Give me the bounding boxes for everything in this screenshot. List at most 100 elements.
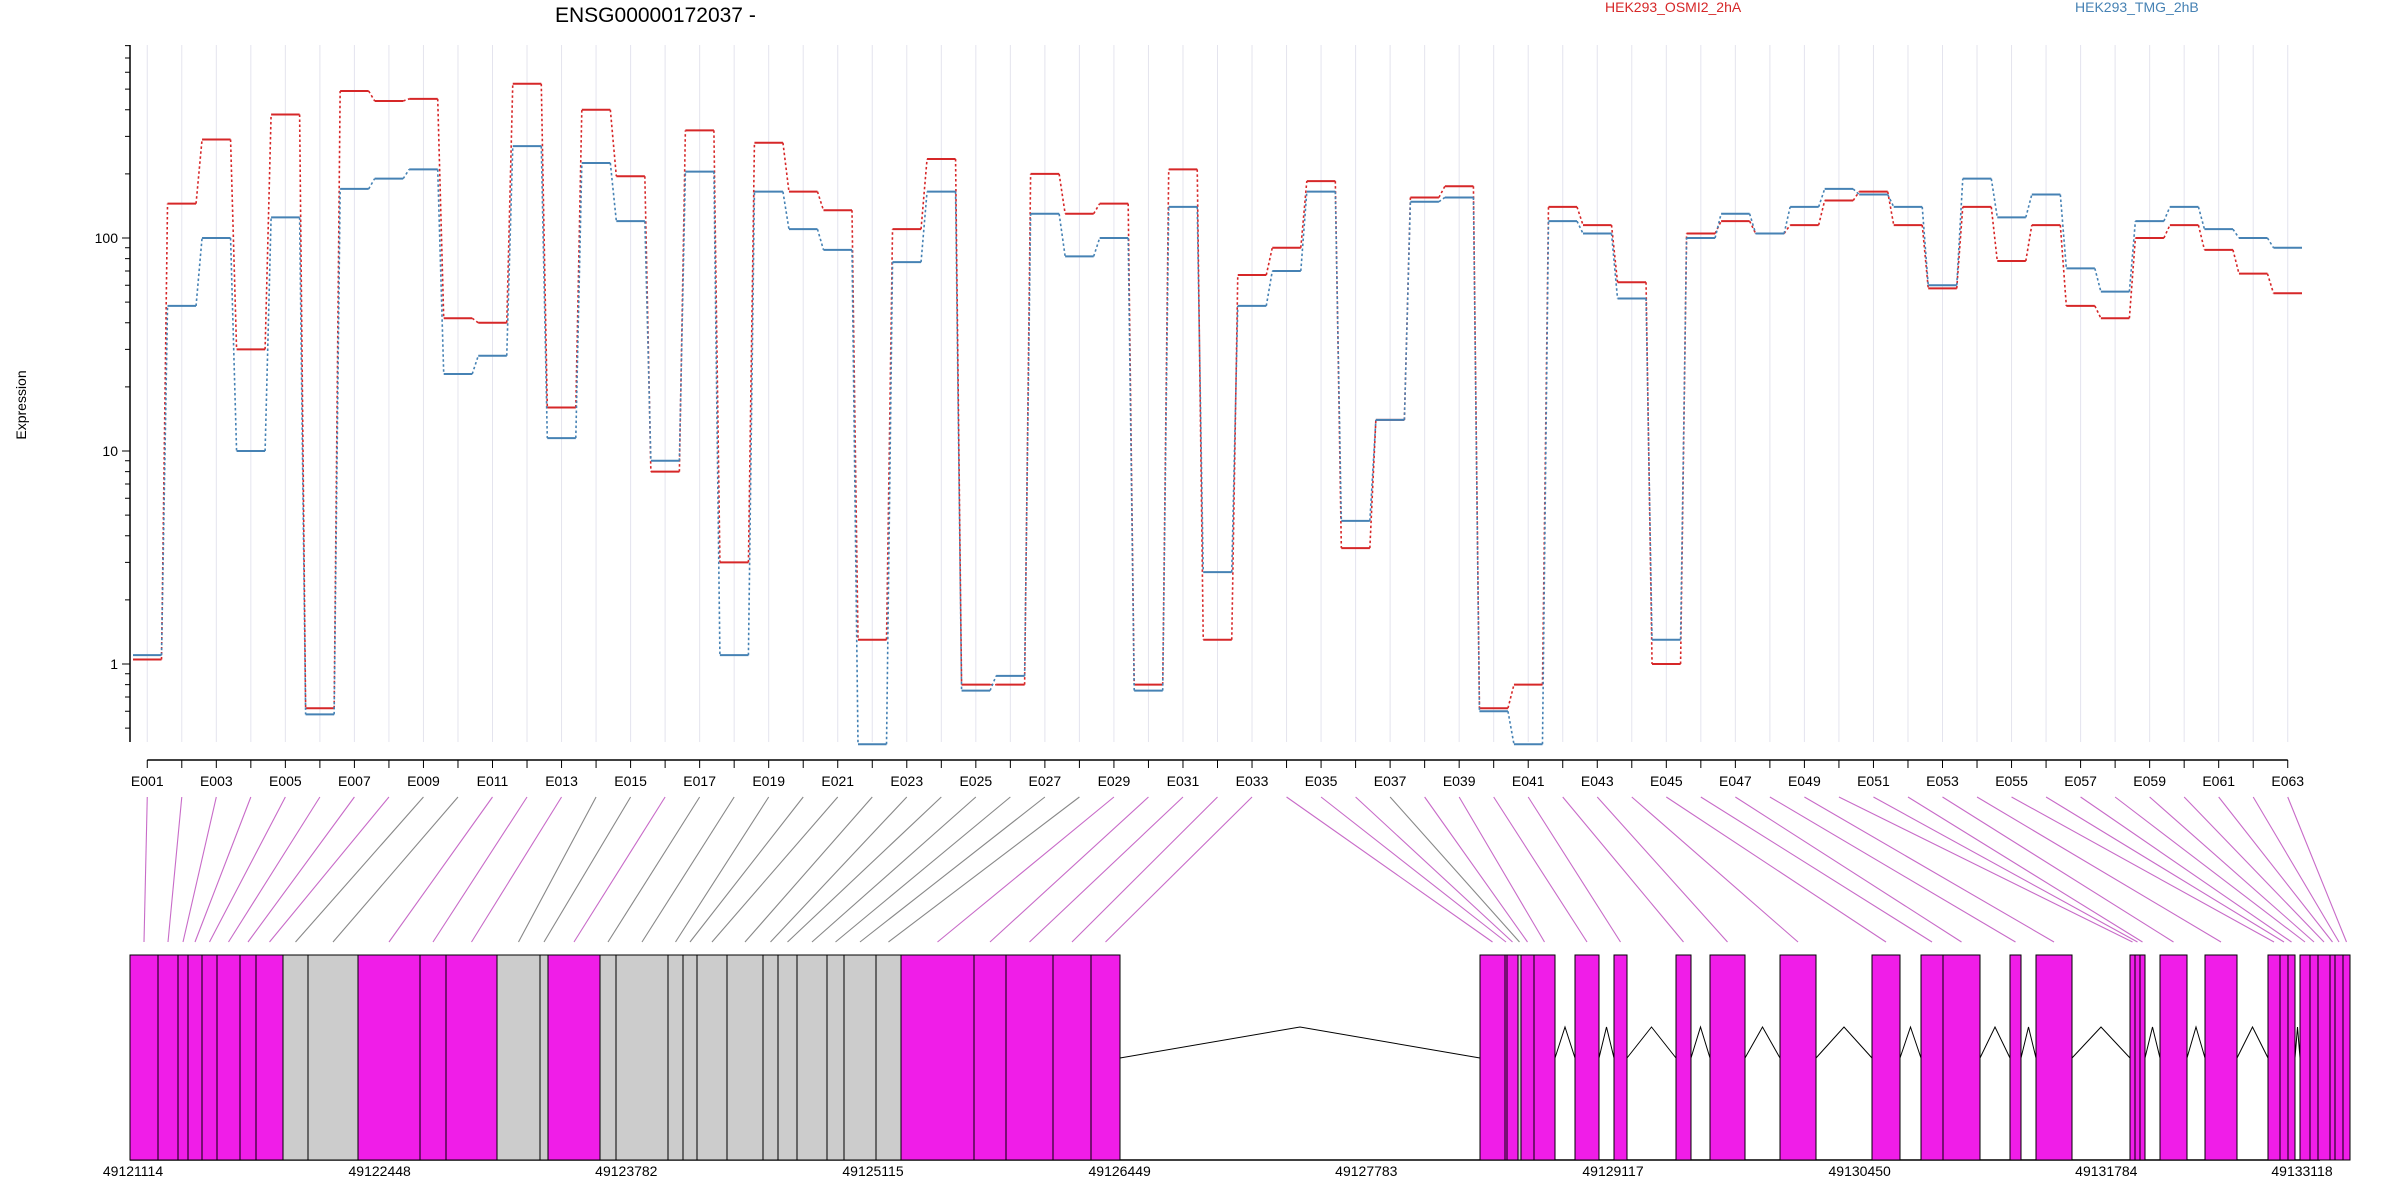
genomic-coordinate-axis: 49121114 49122448 49123782 49125115 49126449… bbox=[103, 1163, 2333, 1179]
connector-E041 bbox=[1527, 796, 1621, 943]
connector-E025 bbox=[811, 796, 977, 943]
riser-E027 bbox=[1058, 213, 1066, 257]
riser-E040 bbox=[1507, 711, 1515, 745]
connector-E034 bbox=[1286, 796, 1493, 943]
exon-box-E049 bbox=[2035, 954, 2073, 1161]
exon-box-E058 bbox=[2299, 954, 2311, 1161]
x-tick-label-E019: E019 bbox=[752, 773, 785, 789]
x-tick-label-E013: E013 bbox=[545, 773, 578, 789]
riser-E002 bbox=[195, 139, 203, 204]
intron-39 bbox=[1554, 1025, 1576, 1059]
genomic-coordinate-49125115: 49125115 bbox=[842, 1163, 903, 1179]
riser-E029 bbox=[1127, 237, 1135, 691]
connector-E052 bbox=[1907, 796, 2143, 943]
connector-E050 bbox=[1838, 796, 2133, 943]
connector-E026 bbox=[835, 796, 1011, 943]
riser-E008 bbox=[402, 168, 410, 180]
y-axis-label: Expression bbox=[13, 370, 29, 439]
connector-E039 bbox=[1458, 796, 1545, 943]
connector-E051 bbox=[1873, 796, 2138, 943]
connector-E027 bbox=[859, 796, 1046, 943]
legend-label-series-1: HEK293_OSMI2_2hA bbox=[1605, 0, 1742, 15]
exon-box-E005 bbox=[201, 954, 218, 1161]
exon-box-E006 bbox=[216, 954, 241, 1161]
exon-box-E019 bbox=[667, 954, 684, 1161]
x-tick-label-E033: E033 bbox=[1236, 773, 1269, 789]
riser-E009 bbox=[436, 169, 445, 374]
exon-box-E045 bbox=[1871, 954, 1901, 1161]
exon-box-E046 bbox=[1920, 954, 1944, 1161]
connector-E010 bbox=[332, 796, 459, 943]
riser-E060 bbox=[2197, 206, 2206, 230]
riser-E041 bbox=[1541, 221, 1550, 745]
exon-box-E022 bbox=[726, 954, 764, 1161]
riser-E027 bbox=[1058, 173, 1066, 214]
connector-E005 bbox=[209, 796, 286, 943]
connector-E009 bbox=[295, 796, 424, 943]
connector-E003 bbox=[182, 796, 217, 943]
riser-E040 bbox=[1507, 684, 1515, 709]
exon-box-E054 bbox=[2204, 954, 2238, 1161]
x-tick-label-E035: E035 bbox=[1305, 773, 1338, 789]
exon-box-E034 bbox=[1479, 954, 1506, 1161]
exon-box-E032 bbox=[1052, 954, 1092, 1161]
exon-box-E062 bbox=[2334, 954, 2344, 1161]
riser-E053 bbox=[1955, 206, 1964, 289]
connector-E044 bbox=[1631, 796, 1799, 943]
exon-box-E050 bbox=[2129, 954, 2136, 1161]
riser-E021 bbox=[851, 249, 859, 745]
riser-E028 bbox=[1092, 203, 1101, 215]
riser-E001 bbox=[160, 305, 169, 656]
exon-box-E012 bbox=[419, 954, 447, 1161]
exon-box-E044 bbox=[1779, 954, 1817, 1161]
connector-E042 bbox=[1562, 796, 1684, 943]
exon-box-E008 bbox=[255, 954, 284, 1161]
connector-E020 bbox=[689, 796, 804, 943]
riser-E052 bbox=[1921, 224, 1930, 289]
exon-box-E053 bbox=[2159, 954, 2188, 1161]
connector-E014 bbox=[518, 796, 597, 943]
intron-44 bbox=[1815, 1026, 1873, 1059]
riser-E036 bbox=[1369, 419, 1377, 549]
intron-41 bbox=[1626, 1026, 1677, 1059]
connector-E038 bbox=[1424, 796, 1528, 943]
connector-E033 bbox=[1105, 796, 1253, 943]
exon-box-E018 bbox=[615, 954, 669, 1161]
x-tick-label-E005: E005 bbox=[269, 773, 302, 789]
genomic-coordinate-49121114: 49121114 bbox=[103, 1163, 163, 1179]
x-tick-label-E055: E055 bbox=[1995, 773, 2028, 789]
x-tick-label-E051: E051 bbox=[1857, 773, 1890, 789]
exon-box-E063 bbox=[2342, 954, 2351, 1161]
connector-E045 bbox=[1666, 796, 1887, 943]
connector-E053 bbox=[1942, 796, 2174, 943]
exon-box-E028 bbox=[875, 954, 902, 1161]
connector-E006 bbox=[228, 796, 321, 943]
connector-E016 bbox=[573, 796, 666, 943]
exon-box-E025 bbox=[796, 954, 828, 1161]
riser-E043 bbox=[1610, 233, 1619, 299]
riser-E004 bbox=[264, 217, 272, 452]
series-lines bbox=[133, 82, 2302, 746]
x-tick-label-E049: E049 bbox=[1788, 773, 1821, 789]
riser-E007 bbox=[367, 90, 376, 102]
connector-E015 bbox=[543, 796, 632, 943]
riser-E023 bbox=[920, 158, 928, 230]
exon-box-E048 bbox=[2009, 954, 2022, 1161]
riser-E039 bbox=[1472, 197, 1481, 712]
riser-E020 bbox=[816, 228, 825, 251]
exon-box-E007 bbox=[239, 954, 257, 1161]
riser-E038 bbox=[1438, 185, 1446, 198]
riser-E026 bbox=[1023, 213, 1032, 676]
x-tick-label-E043: E043 bbox=[1581, 773, 1614, 789]
riser-E047 bbox=[1748, 213, 1757, 234]
riser-E044 bbox=[1645, 298, 1653, 640]
riser-E049 bbox=[1817, 188, 1826, 208]
connector-E040 bbox=[1493, 796, 1588, 943]
intron-57 bbox=[2294, 1026, 2301, 1059]
riser-E005 bbox=[298, 114, 307, 709]
riser-E057 bbox=[2094, 305, 2102, 319]
connector-E035 bbox=[1320, 796, 1507, 943]
exon-box-E033 bbox=[1090, 954, 1121, 1161]
connector-E046 bbox=[1700, 796, 1933, 943]
